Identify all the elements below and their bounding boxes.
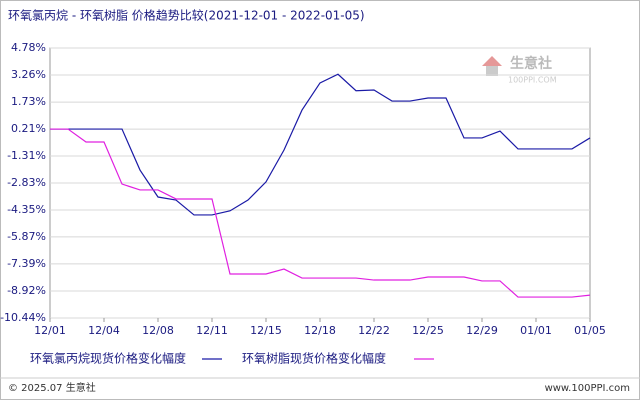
y-tick-label: 0.21% [11,122,46,135]
x-tick-label: 12/18 [304,324,336,337]
y-tick-label: -5.87% [7,230,46,243]
x-tick-label: 12/11 [196,324,228,337]
watermark: 生意社 100PPI.COM [482,55,557,85]
y-tick-label: 3.26% [11,68,46,81]
x-tick-label: 12/04 [88,324,120,337]
footer-site: www.100PPI.com [545,383,630,394]
y-tick-label: -7.39% [7,257,46,270]
footer-copyright: © 2025.07 生意社 [8,381,96,394]
x-tick-label: 12/15 [250,324,282,337]
legend-label: 环氧氯丙烷现货价格变化幅度 [30,351,186,366]
chart-title: 环氧氯丙烷 - 环氧树脂 价格趋势比较(2021-12-01 - 2022-01… [8,8,365,23]
logo-body [486,66,498,76]
series-line [50,128,591,298]
logo-roof [482,56,502,66]
x-tick-label: 12/22 [358,324,390,337]
x-tick-label: 12/25 [412,324,444,337]
legend-label: 环氧树脂现货价格变化幅度 [242,351,386,366]
x-tick-label: 01/05 [574,324,606,337]
y-tick-label: 4.78% [11,41,46,54]
watermark-site: 100PPI.COM [508,76,557,85]
series-line [50,73,591,216]
y-tick-label: -2.83% [7,176,46,189]
y-tick-label: 1.73% [11,95,46,108]
watermark-name: 生意社 [510,55,552,72]
y-tick-label: -1.31% [7,149,46,162]
y-tick-label: -4.35% [7,203,46,216]
x-tick-label: 12/08 [142,324,174,337]
y-tick-label: -8.92% [7,284,46,297]
x-tick-label: 12/29 [466,324,498,337]
x-tick-label: 01/01 [520,324,552,337]
y-tick-label: -10.44% [0,311,46,324]
x-tick-label: 12/01 [34,324,66,337]
